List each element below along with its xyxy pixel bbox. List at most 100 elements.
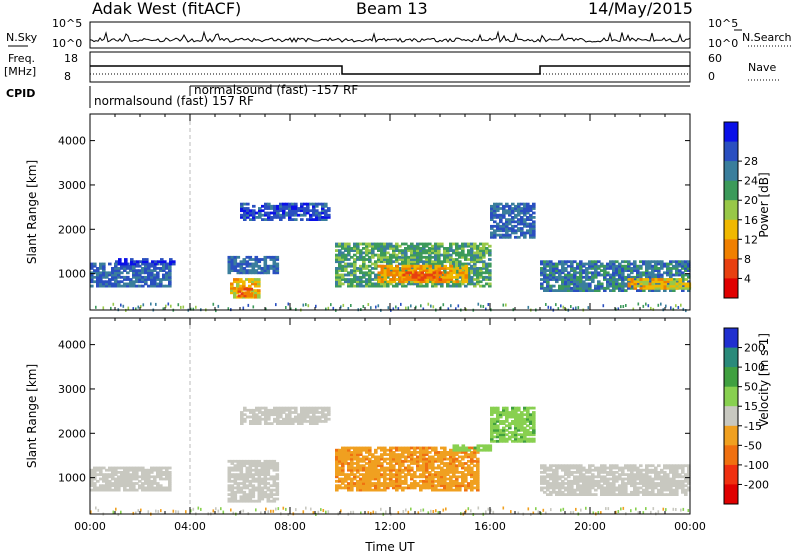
power-echo-cell (177, 303, 180, 307)
velocity-echo-cell (434, 448, 438, 452)
power-echo-cell (359, 264, 363, 268)
velocity-echo-cell (624, 488, 628, 492)
power-echo-cell (257, 278, 261, 281)
power-echo-cell (540, 273, 544, 277)
power-echo-cell (160, 262, 164, 266)
power-echo-cell (570, 273, 574, 277)
power-echo-cell (428, 249, 432, 252)
velocity-echo-cell (120, 471, 124, 474)
velocity-echo-cell (434, 471, 438, 474)
power-echo-cell (135, 271, 139, 275)
power-echo-cell (252, 209, 256, 213)
velocity-echo-cell (155, 509, 157, 513)
power-echo-cell (389, 247, 393, 250)
velocity-echo-cell (428, 466, 432, 470)
power-echo-cell (455, 275, 460, 279)
velocity-echo-cell (147, 479, 151, 483)
velocity-echo-cell (294, 420, 298, 423)
power-echo-cell (458, 280, 462, 284)
power-echo-cell (496, 216, 500, 219)
velocity-echo-cell (651, 464, 655, 468)
power-echo-cell (657, 269, 661, 272)
velocity-echo-cell (282, 422, 286, 425)
velocity-echo-cell (425, 451, 429, 454)
power-echo-cell (552, 278, 556, 281)
power-echo-cell (564, 275, 568, 279)
power-echo-cell (377, 247, 381, 250)
power-echo-cell (135, 273, 139, 277)
power-echo-cell (654, 267, 658, 270)
power-echo-cell (368, 260, 372, 264)
velocity-echo-cell (473, 459, 477, 463)
velocity-echo-cell (476, 475, 480, 479)
power-echo-cell (549, 264, 553, 268)
power-echo-cell (675, 282, 680, 286)
power-echo-cell (639, 271, 643, 275)
power-echo-cell (458, 269, 463, 272)
power-echo-cell (630, 269, 634, 272)
velocity-echo-cell (407, 446, 411, 450)
power-echo-cell (233, 260, 238, 264)
power-echo-cell (657, 262, 661, 266)
velocity-echo-cell (269, 488, 274, 492)
power-echo-cell (488, 273, 492, 277)
power-echo-cell (401, 258, 405, 261)
power-echo-cell (420, 273, 425, 277)
power-echo-cell (597, 267, 601, 270)
power-echo-cell (473, 258, 477, 261)
velocity-echo-cell (499, 433, 503, 437)
velocity-echo-cell (621, 486, 625, 490)
velocity-echo-cell (443, 482, 447, 485)
power-echo-cell (380, 249, 384, 252)
power-colorbar-swatch (724, 122, 738, 142)
power-echo-cell (416, 255, 420, 259)
power-echo-cell (597, 286, 601, 290)
power-echo-cell (425, 255, 429, 259)
power-echo-cell (413, 264, 418, 268)
velocity-echo-cell (517, 413, 521, 417)
power-echo-cell (579, 273, 583, 277)
power-echo-cell (663, 286, 668, 290)
power-echo-cell (353, 275, 357, 279)
velocity-echo-cell (264, 411, 268, 414)
power-echo-cell (254, 293, 258, 297)
power-echo-cell (422, 247, 426, 250)
velocity-echo-cell (374, 475, 378, 479)
power-echo-cell (413, 282, 417, 286)
power-echo-cell (473, 273, 477, 277)
velocity-echo-cell (511, 431, 515, 434)
power-echo-cell (270, 204, 274, 208)
velocity-echo-cell (517, 437, 521, 441)
power-echo-cell (582, 282, 586, 286)
power-echo-cell (532, 202, 536, 206)
velocity-echo-cell (389, 446, 393, 450)
power-echo-cell (618, 262, 622, 266)
power-echo-cell (434, 247, 438, 250)
velocity-echo-cell (365, 482, 369, 485)
velocity-echo-cell (558, 466, 562, 470)
power-echo-cell (493, 207, 497, 210)
velocity-echo-cell (359, 482, 363, 485)
velocity-echo-cell (600, 471, 604, 474)
velocity-echo-cell (368, 451, 372, 454)
velocity-echo-cell (230, 473, 235, 476)
power-echo-cell (552, 273, 556, 277)
power-echo-cell (240, 204, 244, 208)
power-echo-cell (550, 306, 552, 310)
velocity-echo-cell (380, 466, 384, 470)
velocity-echo-cell (93, 477, 97, 481)
velocity-echo-cell (368, 477, 372, 481)
velocity-echo-cell (633, 490, 637, 494)
power-echo-cell (246, 213, 250, 217)
power-echo-cell (570, 280, 574, 284)
velocity-echo-cell (502, 420, 506, 423)
power-echo-cell (526, 231, 530, 235)
power-echo-cell (609, 260, 613, 264)
velocity-echo-cell (630, 468, 634, 472)
power-echo-cell (264, 204, 268, 208)
velocity-echo-cell (239, 471, 244, 474)
power-echo-cell (419, 280, 424, 284)
velocity-echo-cell (425, 448, 429, 452)
power-echo-cell (335, 242, 339, 246)
velocity-echo-cell (239, 475, 244, 479)
